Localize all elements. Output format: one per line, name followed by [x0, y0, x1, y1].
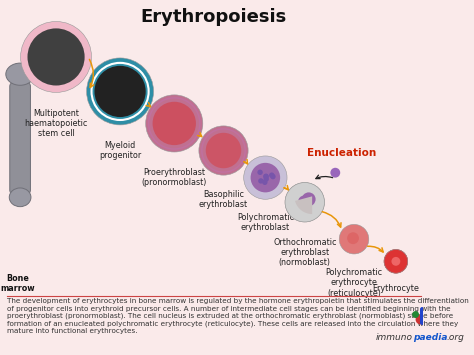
- Circle shape: [263, 174, 269, 179]
- FancyArrowPatch shape: [146, 103, 151, 107]
- FancyArrowPatch shape: [90, 59, 94, 87]
- Text: Bone
marrow: Bone marrow: [1, 274, 36, 293]
- Text: Erythropoiesis: Erythropoiesis: [140, 7, 287, 26]
- Circle shape: [298, 195, 312, 209]
- Text: Basophilic
erythroblast: Basophilic erythroblast: [199, 190, 248, 209]
- Circle shape: [302, 192, 316, 206]
- Circle shape: [199, 126, 248, 175]
- Text: Multipotent
haematopoietic
stem cell: Multipotent haematopoietic stem cell: [24, 109, 88, 138]
- Circle shape: [244, 156, 287, 199]
- Text: Orthochromatic
erythroblast
(normoblast): Orthochromatic erythroblast (normoblast): [273, 238, 337, 268]
- FancyArrowPatch shape: [368, 246, 383, 252]
- Circle shape: [257, 170, 263, 175]
- FancyArrowPatch shape: [284, 186, 288, 190]
- Circle shape: [339, 224, 369, 254]
- Circle shape: [264, 174, 269, 179]
- Circle shape: [264, 176, 269, 182]
- Wedge shape: [295, 196, 312, 214]
- Circle shape: [392, 257, 401, 266]
- Text: Myeloid
progenitor: Myeloid progenitor: [99, 141, 141, 160]
- FancyBboxPatch shape: [420, 307, 438, 325]
- Ellipse shape: [9, 188, 31, 207]
- Circle shape: [270, 174, 276, 179]
- Text: paedia: paedia: [413, 333, 447, 342]
- Circle shape: [20, 22, 91, 92]
- Circle shape: [206, 133, 241, 168]
- Circle shape: [412, 311, 419, 318]
- Circle shape: [262, 180, 267, 185]
- Circle shape: [153, 102, 196, 145]
- Circle shape: [258, 178, 264, 184]
- FancyArrowPatch shape: [244, 159, 247, 164]
- Ellipse shape: [6, 63, 35, 85]
- Text: .org: .org: [447, 333, 465, 342]
- Text: Polychromatic
erythrocyte
(reticulocyte): Polychromatic erythrocyte (reticulocyte): [326, 268, 383, 297]
- Circle shape: [87, 58, 154, 125]
- FancyArrowPatch shape: [322, 212, 341, 227]
- Circle shape: [416, 315, 426, 324]
- Text: immuno: immuno: [376, 333, 413, 342]
- Circle shape: [269, 173, 274, 178]
- Circle shape: [251, 163, 280, 192]
- Text: Erythrocyte: Erythrocyte: [373, 284, 419, 293]
- Circle shape: [94, 66, 146, 117]
- Circle shape: [330, 168, 340, 178]
- Circle shape: [27, 28, 85, 86]
- Circle shape: [384, 250, 408, 273]
- Text: The development of erythrocytes in bone marrow is regulated by the hormone eryth: The development of erythrocytes in bone …: [7, 298, 469, 334]
- Circle shape: [384, 250, 408, 273]
- Text: Polychromatic
erythroblast: Polychromatic erythroblast: [237, 213, 294, 233]
- Circle shape: [285, 182, 325, 222]
- FancyArrowPatch shape: [198, 132, 201, 137]
- FancyBboxPatch shape: [10, 83, 30, 194]
- Text: Proerythroblast
(pronormoblast): Proerythroblast (pronormoblast): [142, 168, 207, 187]
- Circle shape: [146, 95, 203, 152]
- Circle shape: [347, 232, 359, 244]
- FancyArrowPatch shape: [316, 175, 333, 179]
- Text: Enucleation: Enucleation: [307, 148, 376, 158]
- Circle shape: [285, 182, 325, 222]
